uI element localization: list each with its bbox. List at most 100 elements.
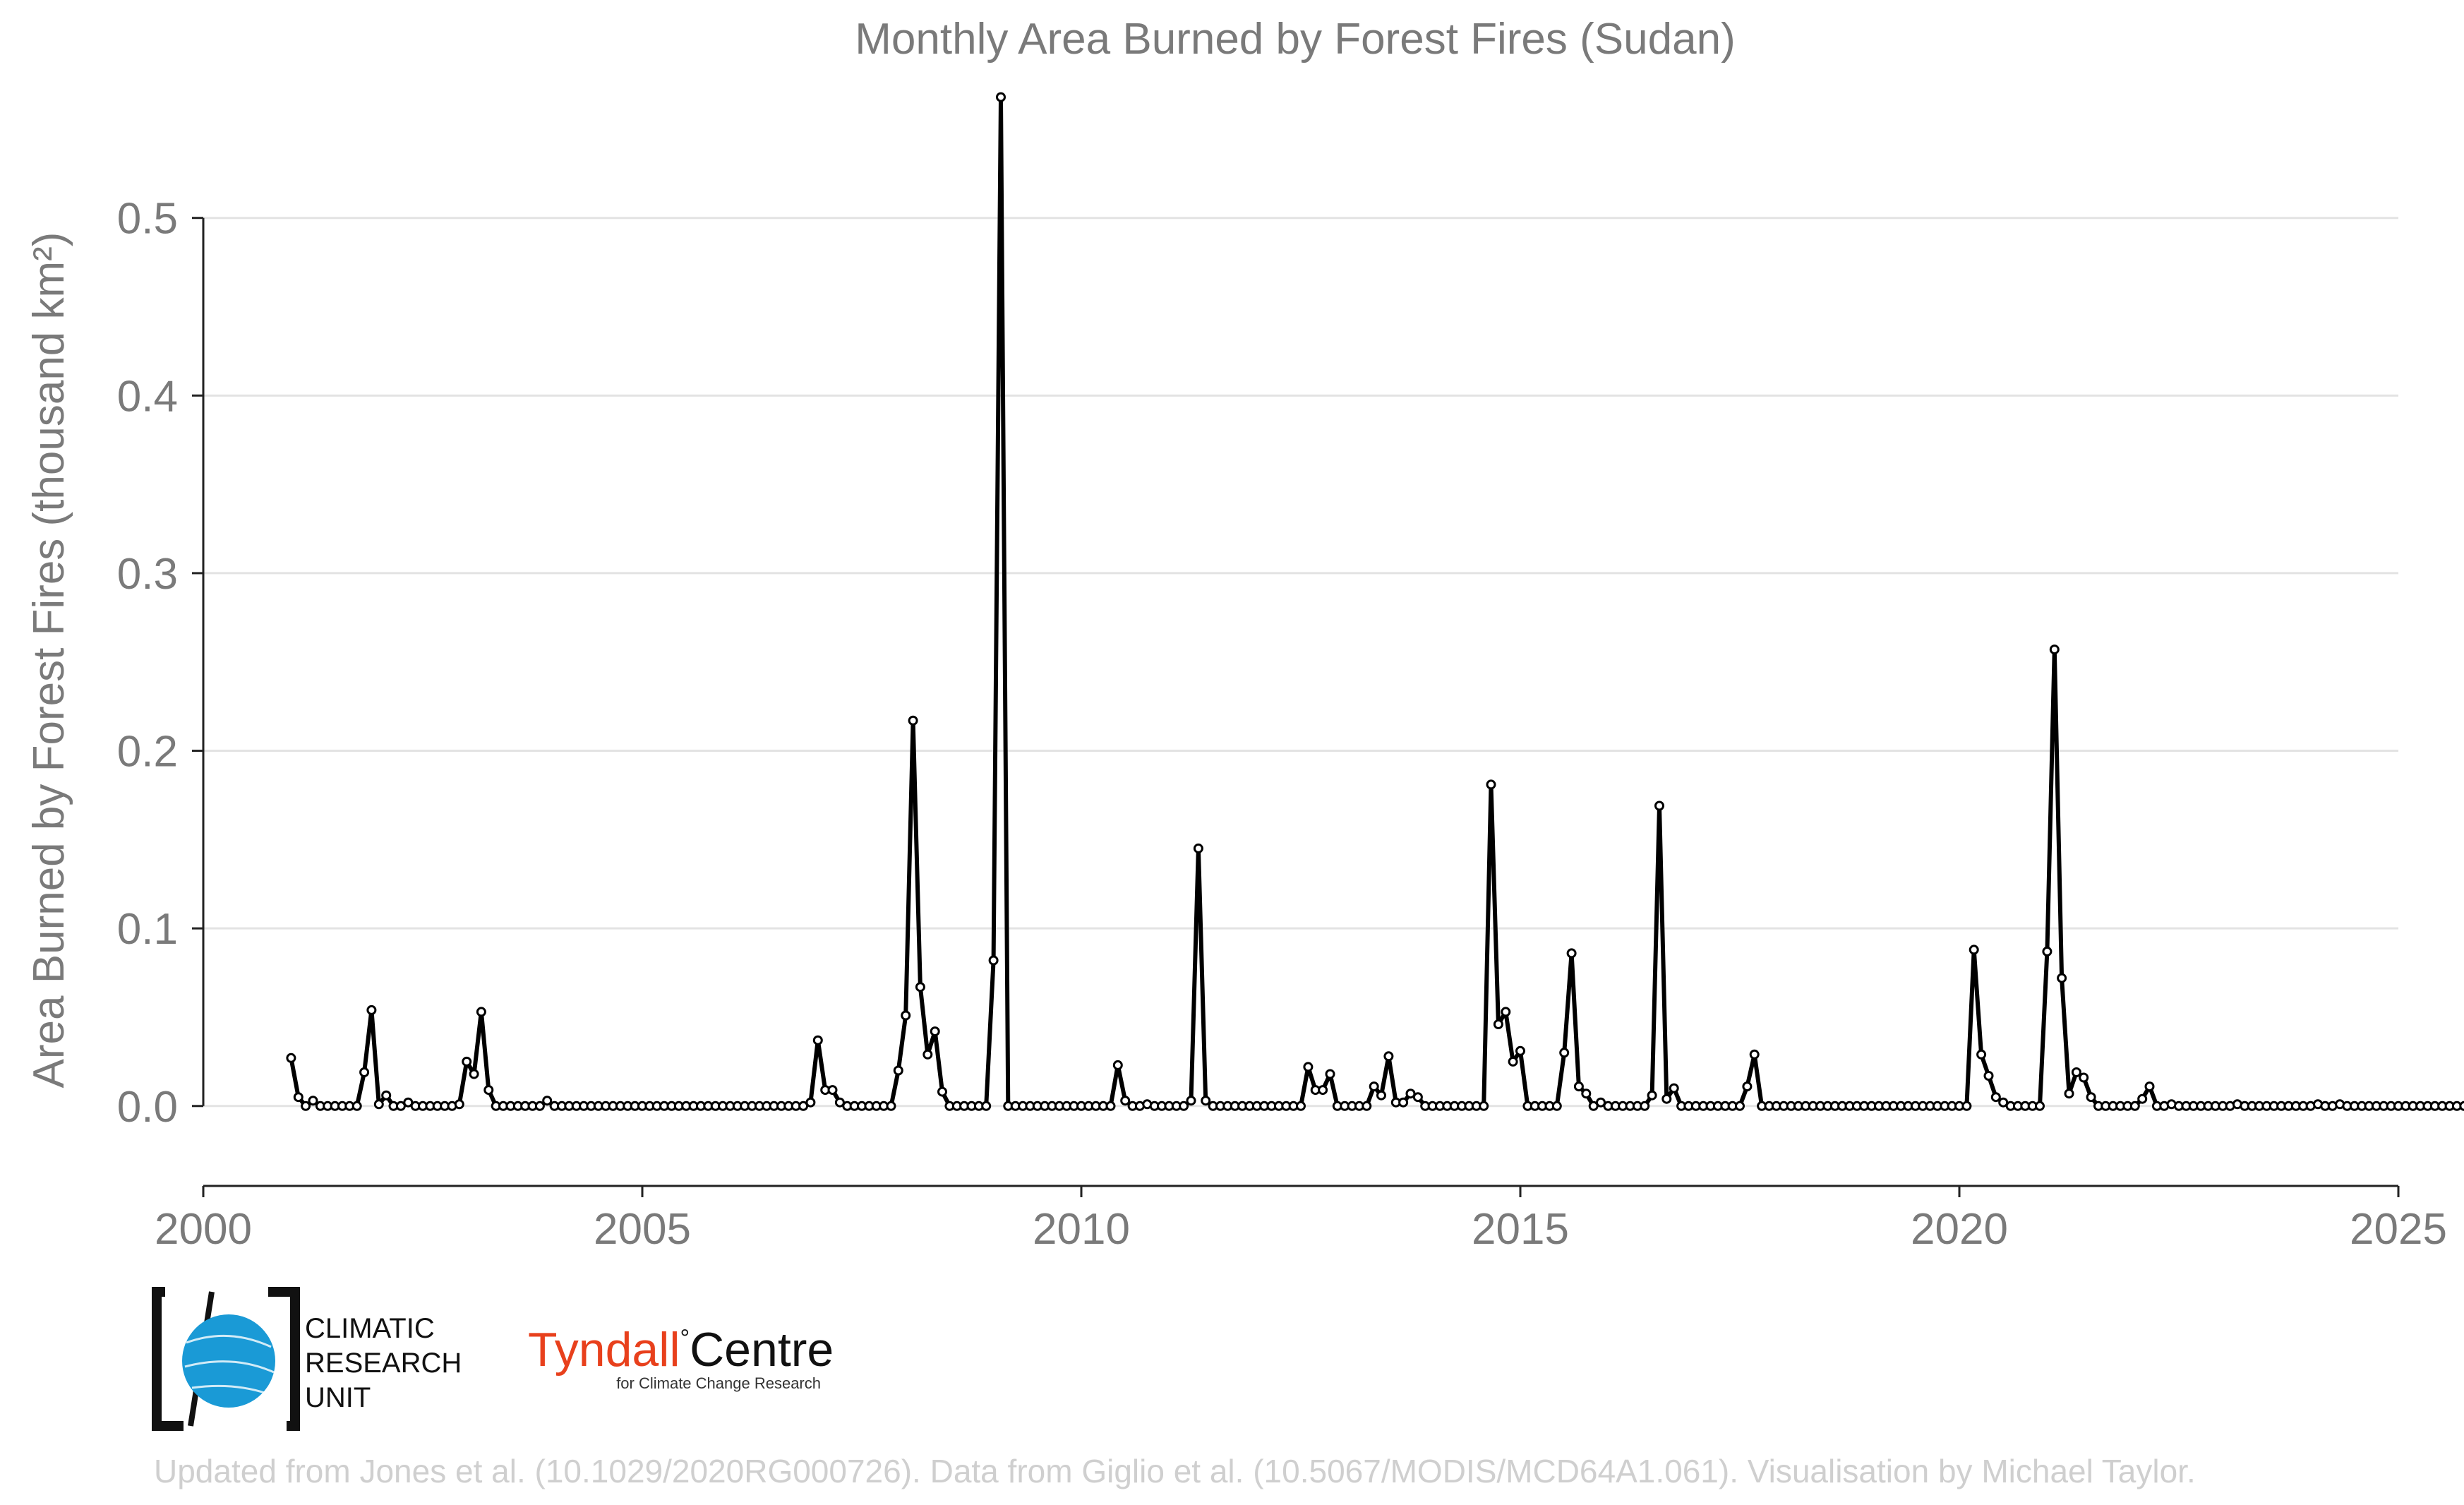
data-point bbox=[1566, 948, 1577, 959]
data-point bbox=[2459, 1101, 2464, 1111]
plot-area bbox=[286, 92, 2464, 1111]
data-point bbox=[2071, 1067, 2081, 1077]
data-point bbox=[1735, 1101, 1745, 1111]
data-point bbox=[798, 1101, 809, 1111]
tyndall-name: Tyndall bbox=[528, 1323, 680, 1377]
data-point bbox=[542, 1096, 553, 1106]
data-point bbox=[1201, 1096, 1211, 1106]
footer-credit: Updated from Jones et al. (10.1029/2020R… bbox=[154, 1453, 2196, 1489]
data-point bbox=[1647, 1090, 1657, 1101]
data-point bbox=[1303, 1062, 1314, 1072]
data-point bbox=[908, 715, 918, 726]
data-point bbox=[1596, 1097, 1606, 1108]
data-point bbox=[893, 1065, 903, 1076]
tyndall-wordmark: Tyndall°Centre bbox=[528, 1323, 834, 1377]
data-point bbox=[1661, 1093, 1672, 1104]
tyndall-subtitle: for Climate Change Research bbox=[616, 1374, 821, 1392]
data-point bbox=[1105, 1101, 1116, 1111]
data-point bbox=[366, 1005, 377, 1015]
data-point bbox=[1669, 1083, 1679, 1093]
cru-text-line-3: UNIT bbox=[305, 1382, 371, 1413]
data-point bbox=[981, 1101, 992, 1111]
data-point bbox=[1654, 801, 1664, 811]
data-point bbox=[2049, 644, 2060, 655]
data-point bbox=[1573, 1081, 1584, 1092]
data-point bbox=[827, 1085, 838, 1096]
x-tick-label: 2005 bbox=[594, 1205, 691, 1254]
data-point bbox=[923, 1049, 933, 1060]
series-line bbox=[289, 95, 2464, 1108]
data-point bbox=[886, 1101, 896, 1111]
data-point bbox=[454, 1099, 464, 1110]
data-point bbox=[1515, 1045, 1525, 1056]
data-point bbox=[1508, 1056, 1518, 1067]
data-point bbox=[1961, 1101, 1972, 1111]
data-point bbox=[476, 1007, 486, 1017]
x-tick-label: 2025 bbox=[2350, 1205, 2447, 1254]
data-point bbox=[812, 1035, 823, 1045]
data-point bbox=[293, 1092, 304, 1103]
data-point bbox=[834, 1097, 845, 1108]
data-point bbox=[1193, 843, 1203, 853]
data-point bbox=[1376, 1090, 1386, 1101]
data-point bbox=[915, 982, 925, 993]
y-tick-label: 0.4 bbox=[117, 372, 178, 421]
data-point bbox=[351, 1101, 362, 1111]
y-tick-label: 0.1 bbox=[117, 905, 178, 954]
tyndall-centre: Centre bbox=[690, 1323, 834, 1377]
data-point bbox=[1493, 1019, 1503, 1029]
data-point bbox=[359, 1067, 370, 1077]
data-point bbox=[2137, 1093, 2148, 1104]
data-point bbox=[301, 1101, 311, 1111]
data-point bbox=[2086, 1092, 2096, 1103]
data-point bbox=[483, 1085, 494, 1096]
data-point bbox=[381, 1090, 392, 1101]
data-point bbox=[1112, 1060, 1123, 1070]
data-point bbox=[1369, 1081, 1379, 1092]
data-point bbox=[395, 1101, 406, 1111]
data-point bbox=[2035, 1101, 2045, 1111]
data-point bbox=[1990, 1092, 2001, 1103]
data-point bbox=[1362, 1101, 1372, 1111]
y-tick-label: 0.5 bbox=[117, 195, 178, 244]
data-point bbox=[2064, 1089, 2074, 1099]
data-point bbox=[1486, 779, 1496, 790]
y-tick-label: 0.2 bbox=[117, 728, 178, 777]
data-point bbox=[1501, 1007, 1511, 1017]
cru-bracket-right bbox=[268, 1287, 300, 1431]
data-point bbox=[1640, 1101, 1650, 1111]
tyndall-logo: Tyndall°Centre for Climate Change Resear… bbox=[528, 1323, 834, 1392]
data-point bbox=[403, 1097, 414, 1108]
data-point bbox=[1581, 1089, 1592, 1099]
data-point bbox=[1749, 1049, 1760, 1060]
data-point bbox=[1318, 1085, 1328, 1096]
data-point bbox=[996, 92, 1006, 102]
data-point bbox=[1179, 1101, 1189, 1111]
data-point bbox=[2042, 946, 2053, 957]
y-axis-label: Area Burned by Forest Fires (thousand km… bbox=[25, 232, 73, 1089]
data-point bbox=[534, 1101, 545, 1111]
data-point bbox=[1969, 945, 1979, 955]
x-axis: 2000 2005 2010 2015 2020 2025 bbox=[155, 1185, 2447, 1254]
data-point bbox=[1325, 1069, 1335, 1079]
x-tick-label: 2015 bbox=[1472, 1205, 1569, 1254]
x-tick-label: 2010 bbox=[1033, 1205, 1130, 1254]
data-point bbox=[373, 1099, 384, 1110]
cru-logo: CLIMATIC RESEARCH UNIT bbox=[152, 1287, 462, 1431]
grid-lines bbox=[203, 217, 2398, 1108]
x-tick-label: 2020 bbox=[1911, 1205, 2008, 1254]
data-point bbox=[1976, 1049, 1987, 1060]
y-tick-label: 0.0 bbox=[117, 1083, 178, 1132]
data-point bbox=[286, 1053, 296, 1063]
cru-bracket-left bbox=[152, 1287, 184, 1431]
data-point bbox=[1742, 1081, 1753, 1092]
data-point bbox=[805, 1097, 816, 1108]
data-point bbox=[1551, 1101, 1562, 1111]
data-point bbox=[2079, 1072, 2089, 1083]
data-point bbox=[308, 1096, 318, 1106]
data-point bbox=[1405, 1089, 1416, 1099]
tyndall-degree: ° bbox=[680, 1325, 690, 1352]
data-point bbox=[2144, 1081, 2155, 1092]
data-point bbox=[2129, 1101, 2140, 1111]
